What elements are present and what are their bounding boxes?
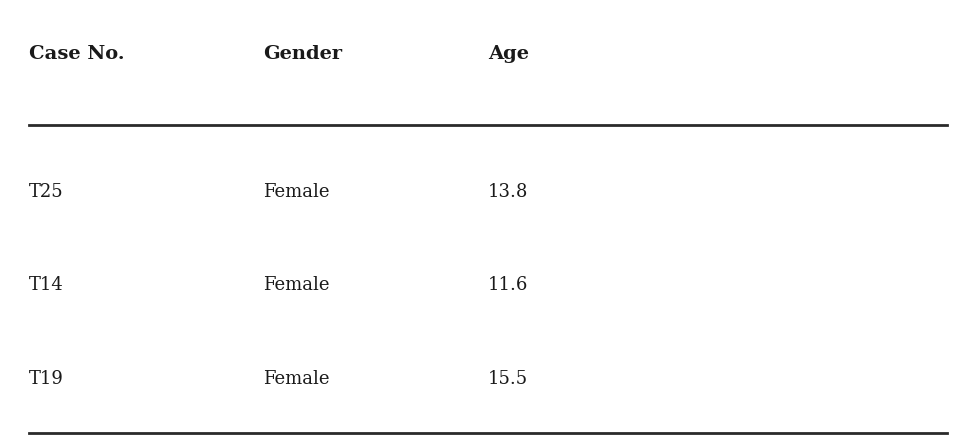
Text: 13.8: 13.8 xyxy=(488,183,528,201)
Text: Age: Age xyxy=(488,45,529,62)
Text: Female: Female xyxy=(264,183,330,201)
Text: T19: T19 xyxy=(29,370,64,388)
Text: 15.5: 15.5 xyxy=(488,370,528,388)
Text: Female: Female xyxy=(264,370,330,388)
Text: Gender: Gender xyxy=(264,45,343,62)
Text: 11.6: 11.6 xyxy=(488,277,528,294)
Text: T14: T14 xyxy=(29,277,64,294)
Text: Case No.: Case No. xyxy=(29,45,125,62)
Text: T25: T25 xyxy=(29,183,63,201)
Text: Female: Female xyxy=(264,277,330,294)
